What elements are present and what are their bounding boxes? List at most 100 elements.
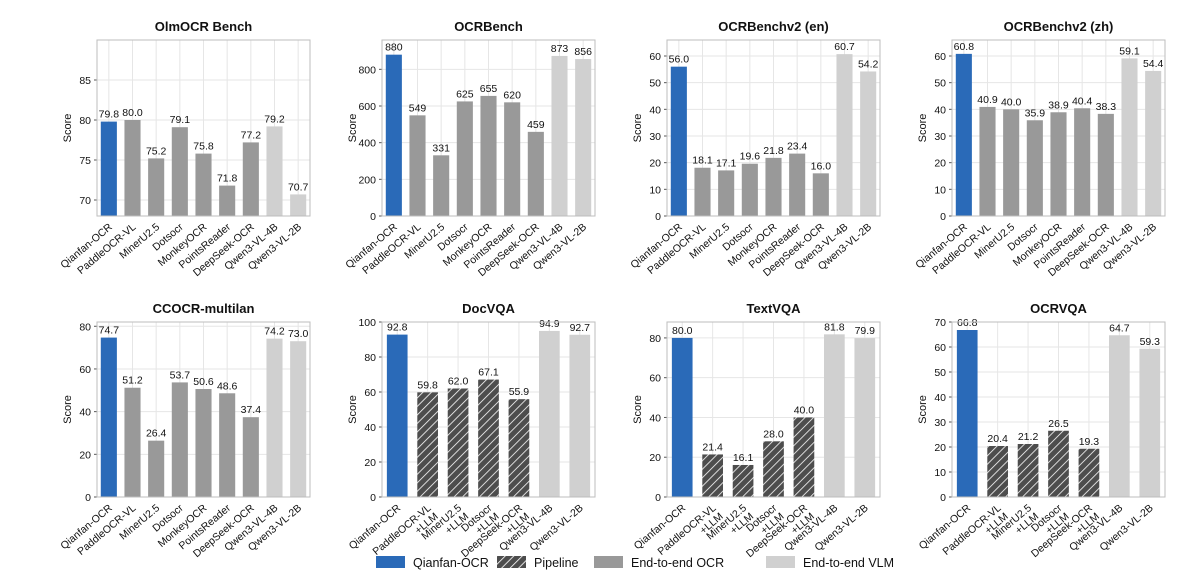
chart-panels: OlmOCR BenchScore7075808579.8Qianfan-OCR…: [58, 19, 1166, 560]
bar-pipeline: [732, 464, 754, 497]
bar-e2e_ocr: [979, 106, 996, 216]
bar-e2e_ocr: [527, 131, 544, 216]
plot-frame: [951, 321, 1166, 498]
bar-value-label: 53.7: [170, 369, 191, 381]
bar-e2e_vlm: [1121, 58, 1138, 217]
y-tick-label: 20: [934, 158, 946, 170]
bar-value-label: 54.2: [858, 58, 879, 70]
bar-value-label: 38.3: [1096, 101, 1117, 113]
legend-label: End-to-end OCR: [631, 556, 724, 570]
bar-value-label: 28.0: [763, 428, 784, 440]
y-tick-label: 40: [79, 407, 91, 419]
legend-label: Qianfan-OCR: [413, 556, 489, 570]
y-tick-label: 60: [934, 342, 946, 354]
y-tick-label: 20: [934, 442, 946, 454]
y-tick-label: 50: [649, 78, 661, 90]
bar-value-label: 92.8: [387, 322, 408, 334]
chart-title: OlmOCR Bench: [155, 19, 253, 34]
bar-value-label: 40.0: [1001, 96, 1022, 108]
y-tick-label: 80: [79, 115, 91, 127]
category-label: Qwen3-VL-2B: [1097, 502, 1155, 554]
category-label: Qwen3-VL-2B: [812, 502, 870, 554]
bar-e2e_ocr: [718, 170, 735, 216]
bar-e2e_vlm: [854, 338, 876, 497]
bar-value-label: 40.4: [1072, 95, 1093, 107]
bar-e2e_ocr: [124, 387, 141, 497]
category-label: Qwen3-VL-2B: [527, 502, 585, 554]
bar-value-label: 75.8: [193, 141, 214, 153]
y-tick-label: 20: [649, 452, 661, 464]
chart-title: OCRVQA: [1030, 301, 1087, 316]
y-axis-label: Score: [632, 395, 644, 424]
y-tick-label: 50: [934, 78, 946, 90]
y-tick-label: 40: [649, 412, 661, 424]
plot-frame: [381, 321, 596, 498]
bar-value-label: 17.1: [716, 157, 737, 169]
bar-e2e_ocr: [219, 393, 236, 497]
bar-e2e_ocr: [242, 142, 259, 216]
y-tick-label: 600: [358, 101, 376, 113]
y-tick-label: 75: [79, 155, 91, 167]
y-tick-label: 40: [934, 392, 946, 404]
bar-value-label: 74.2: [264, 326, 285, 338]
bar-value-label: 655: [480, 83, 498, 95]
bar-e2e_vlm: [569, 334, 591, 497]
bar-e2e_ocr: [789, 153, 806, 216]
bar-e2e_vlm: [860, 71, 877, 216]
bar-e2e_vlm: [551, 55, 568, 217]
bar-value-label: 66.8: [957, 317, 978, 329]
bar-e2e_vlm: [266, 338, 283, 497]
y-tick-label: 0: [370, 211, 376, 223]
bar-value-label: 38.9: [1048, 99, 1069, 111]
bar-value-label: 79.1: [170, 114, 191, 126]
bar-value-label: 60.7: [834, 41, 855, 53]
y-tick-label: 80: [364, 352, 376, 364]
y-tick-label: 0: [85, 492, 91, 504]
bar-e2e_vlm: [836, 54, 853, 217]
bar-e2e_ocr: [1026, 120, 1043, 216]
bar-e2e_ocr: [812, 173, 829, 216]
bar-qianfan: [100, 121, 117, 216]
y-axis-label: Score: [917, 114, 929, 143]
bar-value-label: 67.1: [478, 367, 499, 379]
bar-value-label: 77.2: [241, 129, 262, 141]
y-tick-label: 80: [649, 333, 661, 345]
chart-panel-2: OCRBenchScore0200400600800880Qianfan-OCR…: [343, 19, 596, 279]
bar-value-label: 75.2: [146, 145, 167, 157]
chart-panel-1: OlmOCR BenchScore7075808579.8Qianfan-OCR…: [58, 19, 311, 279]
y-tick-label: 20: [79, 449, 91, 461]
bar-e2e_ocr: [456, 101, 473, 216]
bar-e2e_ocr: [148, 158, 165, 216]
plot-frame: [951, 39, 1166, 217]
y-tick-label: 10: [934, 467, 946, 479]
bar-pipeline: [1017, 444, 1039, 497]
bar-value-label: 21.4: [702, 441, 723, 453]
plot-frame: [96, 321, 311, 498]
bar-pipeline: [1048, 430, 1069, 497]
legend-swatch-qianfan: [376, 556, 405, 568]
bar-value-label: 620: [503, 89, 521, 101]
bar-value-label: 70.7: [288, 181, 309, 193]
y-tick-label: 60: [934, 51, 946, 63]
bar-pipeline: [702, 454, 723, 497]
y-tick-label: 20: [364, 457, 376, 469]
bar-e2e_vlm: [290, 194, 307, 216]
bar-e2e_ocr: [433, 155, 450, 216]
bar-value-label: 79.9: [855, 325, 876, 337]
bar-value-label: 40.9: [977, 94, 998, 106]
bar-value-label: 21.2: [1018, 431, 1039, 443]
bar-pipeline: [508, 399, 530, 497]
chart-panel-7: TextVQAScore02040608080.0Qianfan-OCR21.4…: [632, 301, 881, 560]
chart-title: DocVQA: [462, 301, 515, 316]
bar-e2e_vlm: [1109, 335, 1130, 497]
bar-value-label: 18.1: [692, 155, 713, 167]
bar-pipeline: [793, 417, 815, 497]
bar-qianfan: [956, 330, 978, 497]
bar-value-label: 873: [551, 43, 569, 55]
bar-qianfan: [100, 337, 117, 497]
legend-label: End-to-end VLM: [803, 556, 894, 570]
bar-e2e_ocr: [195, 153, 212, 216]
y-tick-label: 30: [934, 131, 946, 143]
